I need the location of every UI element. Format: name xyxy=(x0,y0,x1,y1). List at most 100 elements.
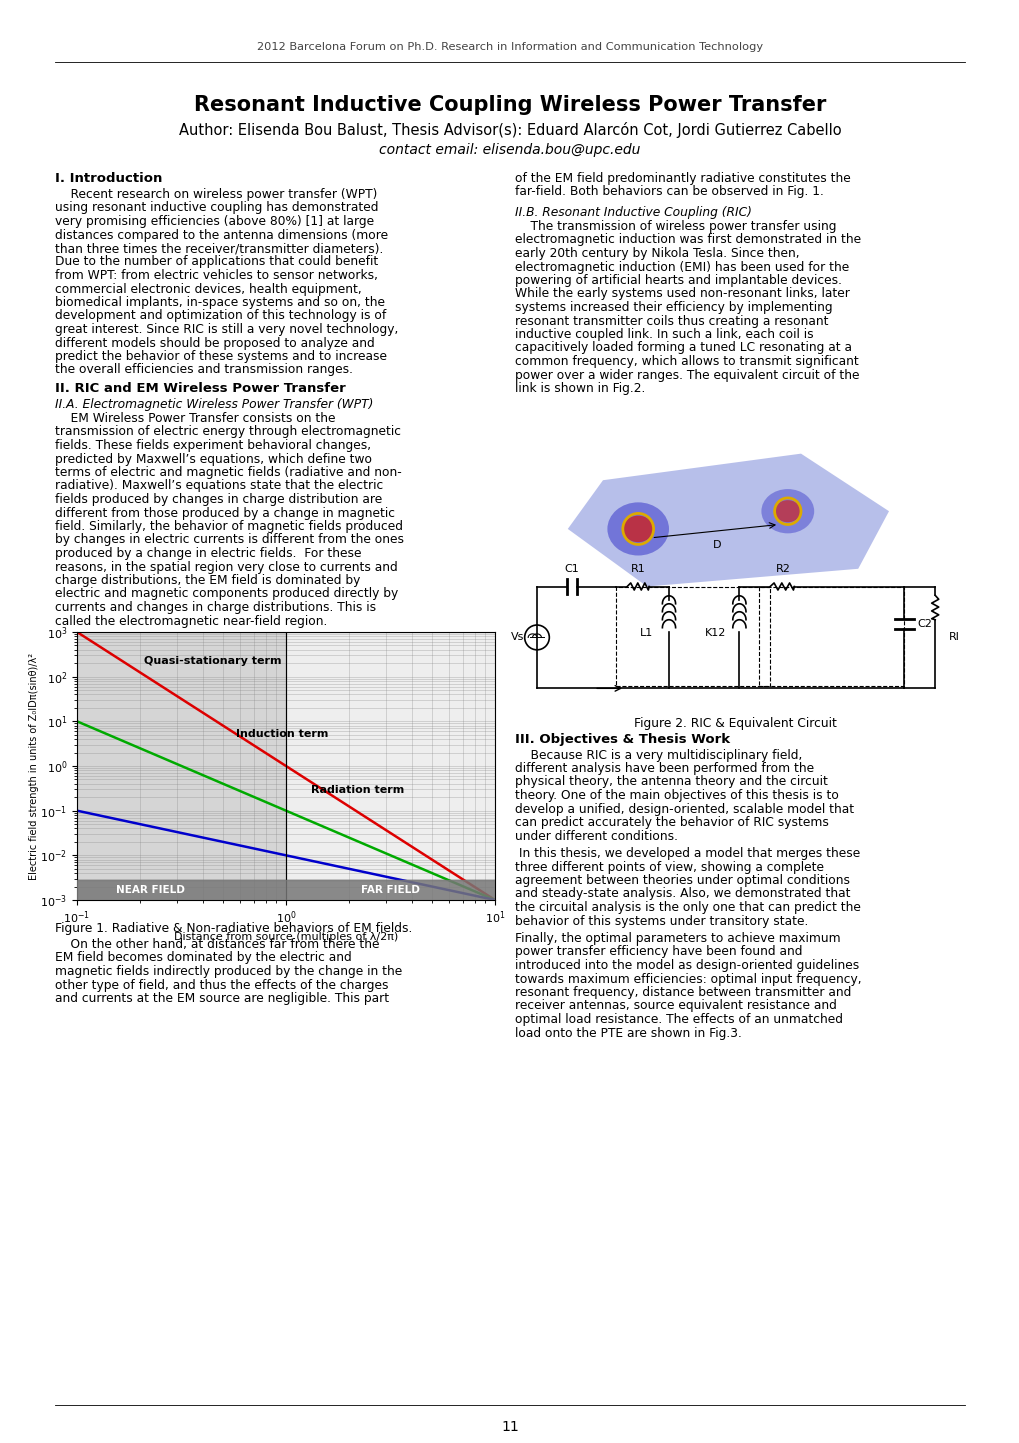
Text: In this thesis, we developed a model that merges these: In this thesis, we developed a model tha… xyxy=(515,847,859,860)
Text: systems increased their efficiency by implementing: systems increased their efficiency by im… xyxy=(515,302,832,315)
Text: theory. One of the main objectives of this thesis is to: theory. One of the main objectives of th… xyxy=(515,789,838,802)
Text: of the EM field predominantly radiative constitutes the: of the EM field predominantly radiative … xyxy=(515,172,850,185)
Text: receiver antennas, source equivalent resistance and: receiver antennas, source equivalent res… xyxy=(515,1000,836,1013)
X-axis label: Distance from source (multiples of λ/2π): Distance from source (multiples of λ/2π) xyxy=(173,932,397,942)
Text: the overall efficiencies and transmission ranges.: the overall efficiencies and transmissio… xyxy=(55,364,353,377)
Text: inductive coupled link. In such a link, each coil is: inductive coupled link. In such a link, … xyxy=(515,328,813,341)
Ellipse shape xyxy=(623,515,653,543)
Polygon shape xyxy=(568,453,889,586)
Text: and steady-state analysis. Also, we demonstrated that: and steady-state analysis. Also, we demo… xyxy=(515,887,850,900)
Text: called the electromagnetic near-field region.: called the electromagnetic near-field re… xyxy=(55,615,327,628)
Text: On the other hand, at distances far from there the: On the other hand, at distances far from… xyxy=(55,938,379,951)
Text: early 20th century by Nikola Tesla. Since then,: early 20th century by Nikola Tesla. Sinc… xyxy=(515,247,799,260)
Text: predict the behavior of these systems and to increase: predict the behavior of these systems an… xyxy=(55,351,386,364)
Text: can predict accurately the behavior of RIC systems: can predict accurately the behavior of R… xyxy=(515,815,828,828)
Text: by changes in electric currents is different from the ones: by changes in electric currents is diffe… xyxy=(55,534,404,547)
Text: Recent research on wireless power transfer (WPT): Recent research on wireless power transf… xyxy=(55,188,377,201)
Text: contact email: elisenda.bou@upc.edu: contact email: elisenda.bou@upc.edu xyxy=(379,143,640,157)
Text: Resonant Inductive Coupling Wireless Power Transfer: Resonant Inductive Coupling Wireless Pow… xyxy=(194,95,825,115)
Text: electromagnetic induction (EMI) has been used for the: electromagnetic induction (EMI) has been… xyxy=(515,261,849,274)
Bar xyxy=(285,632,494,900)
Text: field. Similarly, the behavior of magnetic fields produced: field. Similarly, the behavior of magnet… xyxy=(55,519,403,532)
Bar xyxy=(76,632,285,900)
Text: towards maximum efficiencies: optimal input frequency,: towards maximum efficiencies: optimal in… xyxy=(515,973,861,986)
Text: currents and changes in charge distributions. This is: currents and changes in charge distribut… xyxy=(55,600,376,615)
Text: D: D xyxy=(712,540,721,550)
Text: very promising efficiencies (above 80%) [1] at large: very promising efficiencies (above 80%) … xyxy=(55,215,374,228)
Text: charge distributions, the EM field is dominated by: charge distributions, the EM field is do… xyxy=(55,574,360,587)
Text: The transmission of wireless power transfer using: The transmission of wireless power trans… xyxy=(515,219,836,232)
Text: under different conditions.: under different conditions. xyxy=(515,830,678,843)
Text: capacitively loaded forming a tuned LC resonating at a: capacitively loaded forming a tuned LC r… xyxy=(515,342,851,355)
Text: than three times the receiver/transmitter diameters).: than three times the receiver/transmitte… xyxy=(55,242,383,255)
Text: develop a unified, design-oriented, scalable model that: develop a unified, design-oriented, scal… xyxy=(515,802,853,815)
Text: FAR FIELD: FAR FIELD xyxy=(361,885,420,895)
Text: EM field becomes dominated by the electric and: EM field becomes dominated by the electr… xyxy=(55,951,352,964)
Ellipse shape xyxy=(606,502,668,556)
Text: terms of electric and magnetic fields (radiative and non-: terms of electric and magnetic fields (r… xyxy=(55,466,401,479)
Text: Radiation term: Radiation term xyxy=(311,785,404,795)
Text: R2: R2 xyxy=(775,564,790,574)
Ellipse shape xyxy=(760,489,813,534)
Text: electromagnetic induction was first demonstrated in the: electromagnetic induction was first demo… xyxy=(515,234,860,247)
Text: from WPT: from electric vehicles to sensor networks,: from WPT: from electric vehicles to sens… xyxy=(55,268,378,281)
Text: K12: K12 xyxy=(704,628,726,638)
Text: different from those produced by a change in magnetic: different from those produced by a chang… xyxy=(55,506,394,519)
Text: 11: 11 xyxy=(500,1420,519,1434)
Text: Figure 2. RIC & Equivalent Circuit: Figure 2. RIC & Equivalent Circuit xyxy=(633,717,836,730)
Text: electric and magnetic components produced directly by: electric and magnetic components produce… xyxy=(55,587,397,600)
Text: behavior of this systems under transitory state.: behavior of this systems under transitor… xyxy=(515,915,808,928)
Text: the circuital analysis is the only one that can predict the: the circuital analysis is the only one t… xyxy=(515,900,860,913)
Text: magnetic fields indirectly produced by the change in the: magnetic fields indirectly produced by t… xyxy=(55,965,401,978)
Text: using resonant inductive coupling has demonstrated: using resonant inductive coupling has de… xyxy=(55,202,378,215)
Text: III. Objectives & Thesis Work: III. Objectives & Thesis Work xyxy=(515,733,730,746)
Text: L1: L1 xyxy=(640,628,653,638)
Text: EM Wireless Power Transfer consists on the: EM Wireless Power Transfer consists on t… xyxy=(55,413,335,426)
Text: power over a wider ranges. The equivalent circuit of the: power over a wider ranges. The equivalen… xyxy=(515,368,859,381)
Text: reasons, in the spatial region very close to currents and: reasons, in the spatial region very clos… xyxy=(55,560,397,573)
Text: II. RIC and EM Wireless Power Transfer: II. RIC and EM Wireless Power Transfer xyxy=(55,382,345,395)
Text: R1: R1 xyxy=(630,564,645,574)
Text: Vs: Vs xyxy=(511,632,524,642)
Text: C2: C2 xyxy=(917,619,931,629)
Text: II.B. Resonant Inductive Coupling (RIC): II.B. Resonant Inductive Coupling (RIC) xyxy=(515,206,751,219)
Text: power transfer efficiency have been found and: power transfer efficiency have been foun… xyxy=(515,945,802,958)
Text: Quasi-stationary term: Quasi-stationary term xyxy=(144,657,281,667)
Text: other type of field, and thus the effects of the charges: other type of field, and thus the effect… xyxy=(55,978,388,991)
Text: While the early systems used non-resonant links, later: While the early systems used non-resonan… xyxy=(515,287,849,300)
Text: Induction term: Induction term xyxy=(235,729,328,739)
Text: and currents at the EM source are negligible. This part: and currents at the EM source are neglig… xyxy=(55,991,388,1004)
Text: Because RIC is a very multidisciplinary field,: Because RIC is a very multidisciplinary … xyxy=(515,749,802,762)
Text: powering of artificial hearts and implantable devices.: powering of artificial hearts and implan… xyxy=(515,274,841,287)
Text: Figure 1. Radiative & Non-radiative behaviors of EM fields.: Figure 1. Radiative & Non-radiative beha… xyxy=(55,922,412,935)
Text: II.A. Electromagnetic Wireless Power Transfer (WPT): II.A. Electromagnetic Wireless Power Tra… xyxy=(55,398,373,411)
Bar xyxy=(76,880,494,900)
Text: fields produced by changes in charge distribution are: fields produced by changes in charge dis… xyxy=(55,494,382,506)
Text: great interest. Since RIC is still a very novel technology,: great interest. Since RIC is still a ver… xyxy=(55,323,398,336)
Text: I. Introduction: I. Introduction xyxy=(55,172,162,185)
Text: NEAR FIELD: NEAR FIELD xyxy=(115,885,184,895)
Bar xyxy=(615,586,769,685)
Text: resonant frequency, distance between transmitter and: resonant frequency, distance between tra… xyxy=(515,986,851,999)
Text: development and optimization of this technology is of: development and optimization of this tec… xyxy=(55,309,386,322)
Text: physical theory, the antenna theory and the circuit: physical theory, the antenna theory and … xyxy=(515,775,827,788)
Text: optimal load resistance. The effects of an unmatched: optimal load resistance. The effects of … xyxy=(515,1013,842,1026)
Text: different analysis have been performed from the: different analysis have been performed f… xyxy=(515,762,813,775)
Text: predicted by Maxwell’s equations, which define two: predicted by Maxwell’s equations, which … xyxy=(55,453,372,466)
Text: three different points of view, showing a complete: three different points of view, showing … xyxy=(515,860,823,873)
Text: resonant transmitter coils thus creating a resonant: resonant transmitter coils thus creating… xyxy=(515,315,827,328)
Text: link is shown in Fig.2.: link is shown in Fig.2. xyxy=(515,382,645,395)
Text: different models should be proposed to analyze and: different models should be proposed to a… xyxy=(55,336,374,349)
Text: Due to the number of applications that could benefit: Due to the number of applications that c… xyxy=(55,255,378,268)
Text: produced by a change in electric fields.  For these: produced by a change in electric fields.… xyxy=(55,547,361,560)
Text: fields. These fields experiment behavioral changes,: fields. These fields experiment behavior… xyxy=(55,439,371,452)
Text: commercial electronic devices, health equipment,: commercial electronic devices, health eq… xyxy=(55,283,362,296)
Text: transmission of electric energy through electromagnetic: transmission of electric energy through … xyxy=(55,426,400,439)
Y-axis label: Electric field strength in units of Z₀IDπ(sinθ)/λ²: Electric field strength in units of Z₀ID… xyxy=(29,652,39,880)
Text: biomedical implants, in-space systems and so on, the: biomedical implants, in-space systems an… xyxy=(55,296,384,309)
Ellipse shape xyxy=(773,501,800,522)
Text: far-field. Both behaviors can be observed in Fig. 1.: far-field. Both behaviors can be observe… xyxy=(515,186,823,199)
Text: 2012 Barcelona Forum on Ph.D. Research in Information and Communication Technolo: 2012 Barcelona Forum on Ph.D. Research i… xyxy=(257,42,762,52)
Text: Rl: Rl xyxy=(948,632,958,642)
Text: Author: Elisenda Bou Balust, Thesis Advisor(s): Eduard Alarcón Cot, Jordi Gutier: Author: Elisenda Bou Balust, Thesis Advi… xyxy=(178,123,841,139)
